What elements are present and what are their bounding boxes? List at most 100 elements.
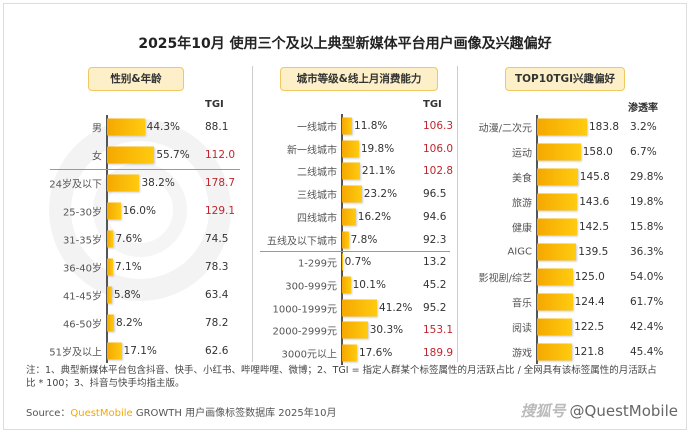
category-label: 31-35岁: [62, 235, 102, 247]
value-label: 183.8: [588, 121, 620, 133]
bar: [342, 231, 349, 248]
footnote: 注：1、典型新媒体平台包含抖音、快手、小红书、哔哩哔哩、微博；2、TGI = 指…: [26, 365, 657, 389]
value-label: 7.6%: [115, 233, 143, 245]
panel-title: 性别&年龄: [88, 67, 184, 91]
bar: [107, 258, 114, 276]
tgi-value: 106.3: [423, 120, 454, 132]
value-label: 145.8: [579, 171, 610, 183]
category-label: 24岁及以下: [49, 179, 102, 191]
tgi-value: 42.4%: [630, 321, 664, 333]
bar: [107, 118, 145, 136]
source-text: GROWTH 用户画像标签数据库 2025年10月: [132, 408, 337, 419]
divider: [252, 66, 253, 362]
bar: [107, 146, 155, 164]
category-label: 旅游: [512, 198, 532, 210]
bar: [107, 202, 121, 220]
tgi-value: 54.0%: [630, 271, 664, 283]
category-label: 女: [92, 151, 102, 163]
value-label: 124.4: [574, 296, 605, 308]
category-label: 2000-2999元: [272, 326, 337, 338]
category-label: 1-299元: [297, 258, 337, 270]
tgi-value: 94.6: [423, 210, 447, 223]
bar: [107, 314, 114, 332]
watermark: 搜狐号 @QuestMobile: [521, 400, 678, 421]
tgi-value: 178.7: [205, 177, 236, 189]
group-divider: [50, 169, 240, 170]
tgi-value: 15.8%: [630, 221, 664, 233]
penetration-header: 渗透率: [628, 103, 658, 114]
bar: [107, 342, 122, 360]
value-label: 21.1%: [361, 165, 396, 178]
value-label: 30.3%: [369, 324, 404, 337]
source: Source：QuestMobile GROWTH 用户画像标签数据库 2025…: [26, 404, 336, 419]
bar: [537, 118, 587, 136]
value-label: 125.0: [574, 271, 605, 283]
tgi-value: 45.4%: [630, 346, 664, 358]
value-label: 5.8%: [113, 289, 141, 301]
category-label: 男: [92, 123, 102, 135]
tgi-value: 78.3: [205, 261, 229, 273]
category-label: 36-40岁: [62, 263, 102, 275]
tgi-value: 102.8: [423, 165, 454, 178]
axis-line: [106, 115, 108, 363]
value-label: 121.8: [573, 346, 605, 358]
tgi-value: 36.3%: [630, 246, 664, 258]
bar: [342, 276, 351, 294]
bar: [342, 344, 357, 362]
tgi-value: 96.5: [423, 188, 447, 201]
page-title: 2025年10月 使用三个及以上典型新媒体平台用户画像及兴趣偏好: [138, 36, 552, 52]
category-label: 动漫/二次元: [478, 123, 532, 135]
tgi-value: 6.7%: [630, 146, 657, 158]
tgi-value: 95.2: [423, 301, 447, 314]
tgi-value: 29.8%: [630, 171, 664, 183]
tgi-value: 189.9: [423, 347, 454, 359]
bar: [537, 243, 577, 261]
value-label: 23.2%: [363, 188, 398, 201]
bar: [537, 318, 573, 336]
category-label: 46-50岁: [62, 319, 102, 331]
value-label: 142.5: [578, 221, 610, 233]
category-label: 3000元以上: [281, 349, 337, 361]
category-label: 阅读: [512, 323, 532, 335]
tgi-value: 3.2%: [630, 121, 657, 133]
value-label: 122.5: [574, 321, 605, 333]
tgi-value: 19.8%: [630, 196, 664, 208]
category-label: AIGC: [507, 246, 532, 258]
bar: [537, 143, 581, 161]
bar: [342, 321, 368, 339]
category-label: 美食: [512, 173, 532, 185]
category-label: 游戏: [512, 348, 532, 360]
panel-interest: TOP10TGI兴趣偏好 渗透率 动漫/二次元 183.8 3.2% 运动 158.0 6…: [460, 62, 685, 364]
bar: [537, 293, 573, 311]
value-label: 143.6: [579, 196, 610, 208]
bar: [107, 286, 112, 304]
tgi-value: 74.5: [205, 233, 229, 245]
value-label: 139.5: [578, 246, 609, 258]
value-label: 17.1%: [123, 345, 157, 357]
panel-title: 城市等级&线上月消费能力: [280, 67, 438, 91]
value-label: 16.0%: [122, 205, 156, 217]
value-label: 7.8%: [350, 233, 378, 246]
value-label: 19.8%: [360, 142, 395, 155]
panel-city-consumption: 城市等级&线上月消费能力 TGI 一线城市 11.8% 106.3 新一线城市 19.8…: [255, 62, 455, 365]
bar: [107, 174, 140, 192]
category-label: 25-30岁: [62, 207, 102, 219]
category-label: 五线及以下城市: [267, 236, 337, 247]
value-label: 8.2%: [115, 317, 143, 329]
source-brand: QuestMobile: [70, 408, 133, 419]
value-label: 41.2%: [379, 301, 413, 314]
bar: [537, 343, 572, 361]
value-label: 17.6%: [358, 347, 393, 359]
bar: [107, 230, 114, 248]
watermark-handle: @QuestMobile: [569, 402, 678, 420]
value-label: 158.0: [582, 146, 613, 158]
category-label: 健康: [512, 223, 532, 235]
tgi-value: 129.1: [205, 205, 236, 217]
group-divider: [260, 250, 450, 252]
tgi-value: 88.1: [205, 121, 229, 133]
tgi-value: 63.4: [205, 289, 229, 301]
bar: [537, 168, 578, 186]
tgi-header: TGI: [205, 99, 224, 110]
tgi-value: 13.2: [423, 256, 447, 269]
value-label: 55.7%: [156, 149, 190, 161]
